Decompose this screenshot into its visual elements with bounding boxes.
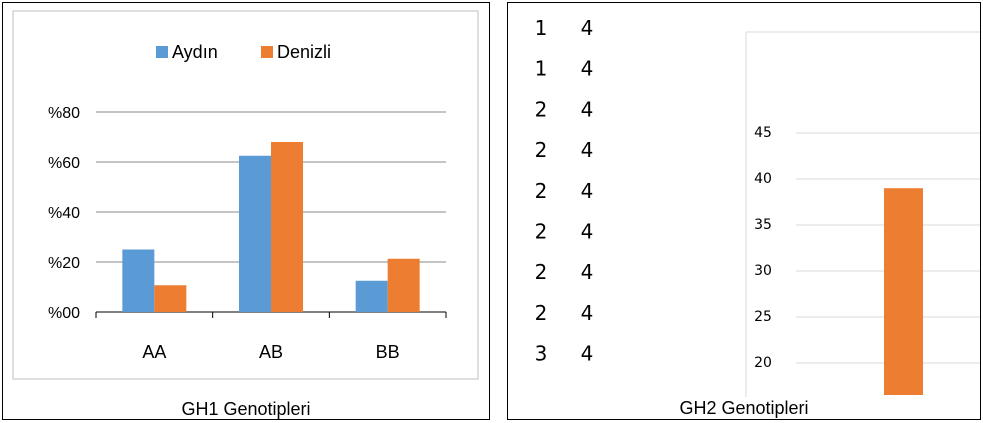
gh2-caption: GH2 Genotipleri <box>679 398 809 418</box>
gh1-y-tick-label: %40 <box>48 205 80 222</box>
gh1-legend-label: Aydın <box>172 42 218 62</box>
gh2-left-col2-value: 4 <box>581 220 594 244</box>
gh2-y-tick-label: 30 <box>754 263 772 279</box>
gh1-category-label: AA <box>142 342 166 362</box>
gh1-chart-panel: %00 %20 %40 %60 %80 AA AB BB Aydın Denizli GH1 Ge… <box>2 2 490 420</box>
gh2-left-col1-value: 2 <box>535 220 548 244</box>
gh1-bar-denizli <box>271 142 303 312</box>
gh2-chart: 20 25 30 35 40 45 1 4 1 4 2 4 2 4 2 4 2 4 2 4 2 4 3 4 <box>535 16 980 397</box>
gh2-left-col1-value: 2 <box>535 179 548 203</box>
gh1-y-tick-label: %80 <box>48 105 80 122</box>
gh2-left-col1-value: 3 <box>535 342 548 366</box>
gh1-category-label: AB <box>259 342 283 362</box>
gh2-left-col2-value: 4 <box>581 301 594 325</box>
gh2-y-tick-label: 25 <box>754 309 772 325</box>
gh1-bar-denizli <box>154 285 187 312</box>
gh2-left-col2-value: 4 <box>581 260 594 284</box>
gh1-legend-label: Denizli <box>277 42 331 62</box>
gh2-left-col1-value: 1 <box>535 16 548 40</box>
gh1-caption: GH1 Genotipleri <box>181 399 311 419</box>
gh1-bar-aydin <box>239 155 271 312</box>
gh1-category-label: BB <box>376 342 400 362</box>
gh1-y-tick-label: %60 <box>48 155 80 172</box>
gh1-y-tick-label: %00 <box>48 305 80 322</box>
gh1-bar-aydin <box>355 280 388 312</box>
gh2-left-col2-value: 4 <box>581 179 594 203</box>
gh2-left-col1-value: 2 <box>535 138 548 162</box>
gh2-y-tick-label: 45 <box>754 125 772 141</box>
gh1-bar-aydin <box>122 249 155 312</box>
gh1-y-tick-label: %20 <box>48 255 80 272</box>
gh2-left-col1-value: 1 <box>535 57 548 81</box>
gh2-left-col2-value: 4 <box>581 138 594 162</box>
gh2-left-col1-value: 2 <box>535 97 548 121</box>
gh2-y-tick-label: 40 <box>754 171 772 187</box>
gh1-plot-frame <box>12 10 479 380</box>
gh2-left-col2-value: 4 <box>581 57 594 81</box>
gh2-chart-panel: 20 25 30 35 40 45 1 4 1 4 2 4 2 4 2 4 2 4 2 4 2 4 3 4 GH2 Genot… <box>507 2 981 420</box>
gh2-y-tick-label: 20 <box>754 355 772 371</box>
gh1-chart: %00 %20 %40 %60 %80 AA AB BB Aydın Denizli <box>12 10 479 380</box>
gh2-y-tick-label: 35 <box>754 217 772 233</box>
gh2-left-col1-value: 2 <box>535 301 548 325</box>
gh2-bar <box>884 188 923 395</box>
gh2-left-col2-value: 4 <box>581 16 594 40</box>
gh1-bar-denizli <box>387 258 420 312</box>
gh2-left-col2-value: 4 <box>581 342 594 366</box>
gh2-left-col2-value: 4 <box>581 97 594 121</box>
gh1-legend-swatch <box>156 46 168 58</box>
gh2-left-col1-value: 2 <box>535 260 548 284</box>
gh1-legend-swatch <box>261 46 273 58</box>
